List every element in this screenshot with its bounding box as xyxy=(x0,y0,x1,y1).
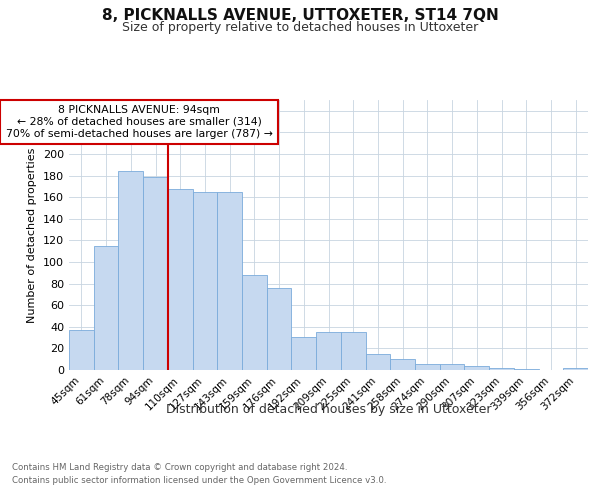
Y-axis label: Number of detached properties: Number of detached properties xyxy=(28,148,37,322)
Bar xyxy=(118,172,143,370)
Bar xyxy=(193,192,217,370)
Bar xyxy=(365,354,390,370)
Bar xyxy=(292,336,316,370)
Text: Size of property relative to detached houses in Uttoxeter: Size of property relative to detached ho… xyxy=(122,22,478,35)
Text: Contains public sector information licensed under the Open Government Licence v3: Contains public sector information licen… xyxy=(12,476,386,485)
Bar xyxy=(390,359,415,370)
Text: Contains HM Land Registry data © Crown copyright and database right 2024.: Contains HM Land Registry data © Crown c… xyxy=(12,462,347,471)
Bar xyxy=(242,275,267,370)
Bar xyxy=(440,364,464,370)
Bar xyxy=(143,176,168,370)
Bar xyxy=(341,332,365,370)
Text: Distribution of detached houses by size in Uttoxeter: Distribution of detached houses by size … xyxy=(166,402,491,415)
Bar xyxy=(168,188,193,370)
Bar xyxy=(415,364,440,370)
Bar xyxy=(217,192,242,370)
Bar xyxy=(563,368,588,370)
Bar xyxy=(489,368,514,370)
Bar xyxy=(94,246,118,370)
Text: 8, PICKNALLS AVENUE, UTTOXETER, ST14 7QN: 8, PICKNALLS AVENUE, UTTOXETER, ST14 7QN xyxy=(101,8,499,22)
Bar xyxy=(464,366,489,370)
Bar xyxy=(316,332,341,370)
Bar xyxy=(69,330,94,370)
Bar xyxy=(267,288,292,370)
Text: 8 PICKNALLS AVENUE: 94sqm
← 28% of detached houses are smaller (314)
70% of semi: 8 PICKNALLS AVENUE: 94sqm ← 28% of detac… xyxy=(5,106,272,138)
Bar xyxy=(514,369,539,370)
